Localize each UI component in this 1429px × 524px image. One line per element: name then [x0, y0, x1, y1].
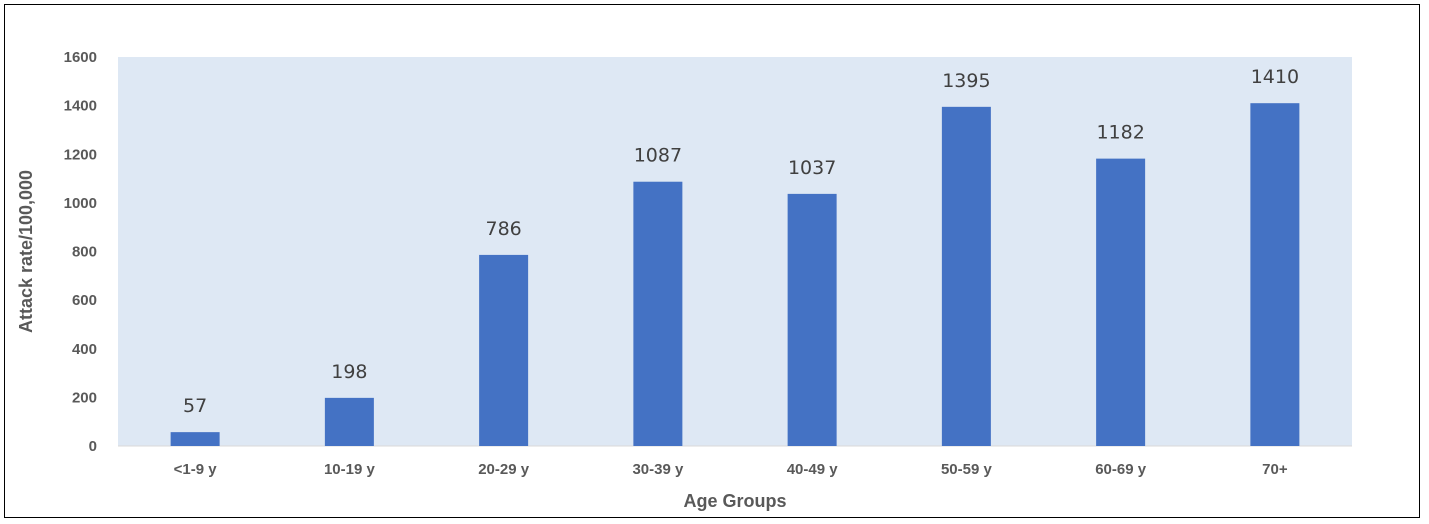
- y-tick-label: 1000: [64, 195, 97, 212]
- data-label: 1037: [788, 157, 836, 179]
- y-tick-label: 1200: [64, 146, 97, 163]
- data-label: 1395: [942, 70, 990, 92]
- x-tick-label: 30-39 y: [632, 461, 684, 478]
- x-axis-title: Age Groups: [683, 491, 786, 511]
- bar: [479, 254, 529, 446]
- x-tick-label: 60-69 y: [1095, 461, 1147, 478]
- x-tick-label: 10-19 y: [324, 461, 376, 478]
- y-tick-label: 1400: [64, 98, 97, 115]
- y-tick-label: 0: [89, 438, 97, 455]
- bar: [1250, 103, 1300, 446]
- bar: [633, 181, 683, 446]
- y-tick-label: 400: [72, 341, 97, 358]
- x-tick-label: 20-29 y: [478, 461, 530, 478]
- data-labels: 57 198 786 1087 1037 1395 1182 1410: [183, 66, 1299, 417]
- bars: [170, 103, 1300, 446]
- x-tick-label: 40-49 y: [787, 461, 839, 478]
- data-label: 786: [485, 218, 521, 240]
- x-tick-label: <1-9 y: [174, 461, 218, 478]
- data-label: 1087: [634, 145, 682, 167]
- plot-area: [118, 57, 1352, 446]
- bar: [170, 432, 220, 446]
- y-tick-label: 1600: [64, 49, 97, 66]
- bar: [1096, 158, 1146, 446]
- y-axis-ticks: 0 200 400 600 800 1000 1200 1400 1600: [64, 49, 97, 455]
- y-tick-label: 600: [72, 292, 97, 309]
- x-tick-label: 50-59 y: [941, 461, 993, 478]
- x-axis-ticks: <1-9 y 10-19 y 20-29 y 30-39 y 40-49 y 50-59 …: [174, 461, 1288, 478]
- bar: [787, 193, 837, 446]
- data-label: 1182: [1096, 122, 1144, 144]
- data-label: 198: [331, 361, 367, 383]
- y-axis-title: Attack rate/100,000: [16, 170, 36, 333]
- data-label: 57: [183, 395, 207, 417]
- bar: [324, 397, 374, 446]
- bar: [941, 106, 991, 446]
- x-tick-label: 70+: [1262, 461, 1288, 478]
- data-label: 1410: [1251, 66, 1299, 88]
- y-tick-label: 800: [72, 244, 97, 261]
- y-tick-label: 200: [72, 389, 97, 406]
